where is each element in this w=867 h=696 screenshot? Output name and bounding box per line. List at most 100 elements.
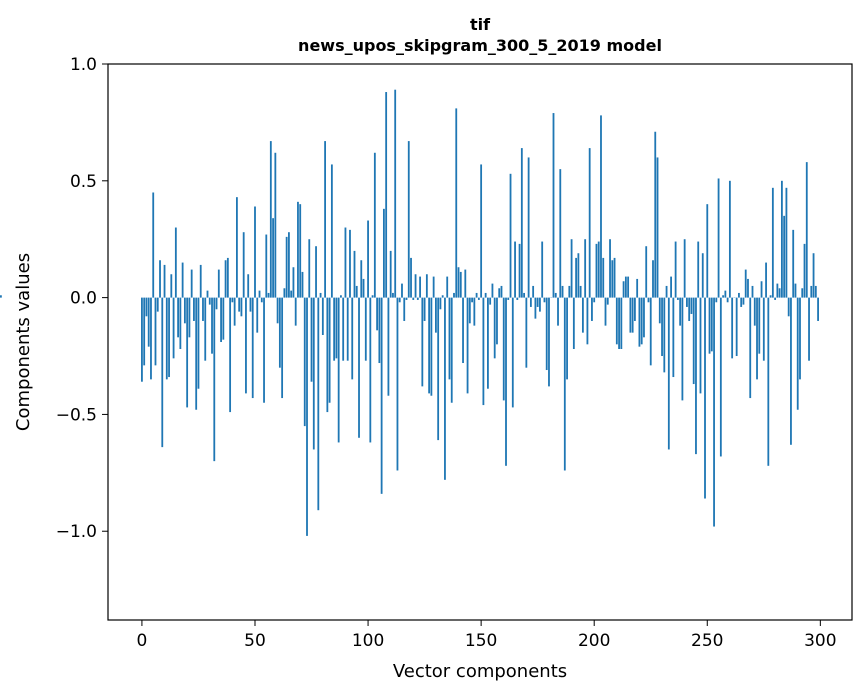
bar: [471, 297, 473, 303]
bar: [405, 297, 408, 300]
bar: [577, 253, 580, 298]
bar: [333, 297, 336, 361]
bar: [783, 215, 786, 298]
bar: [398, 297, 401, 303]
bar: [695, 297, 697, 455]
bar: [658, 297, 661, 324]
bar: [213, 297, 216, 462]
bar: [373, 152, 376, 298]
bar: [385, 92, 388, 298]
bar: [581, 297, 584, 333]
bar: [346, 297, 349, 361]
bar: [514, 241, 516, 298]
x-tick-label: 200: [578, 631, 610, 651]
bar: [572, 297, 575, 349]
bar: [428, 297, 431, 394]
bar: [312, 297, 315, 450]
bar: [704, 297, 706, 499]
bar: [722, 295, 725, 298]
bar: [618, 297, 620, 349]
bar: [505, 297, 507, 466]
bar: [202, 297, 204, 321]
bar: [706, 204, 709, 298]
bar: [742, 297, 745, 305]
bar: [141, 297, 143, 382]
bar: [480, 164, 483, 298]
bar: [491, 283, 494, 298]
bar: [529, 297, 532, 307]
bar: [371, 295, 374, 298]
bar: [267, 292, 270, 298]
bar: [394, 89, 397, 298]
bar: [609, 239, 611, 298]
bar: [249, 297, 252, 312]
bar: [152, 192, 155, 298]
bar: [256, 297, 259, 333]
bar: [392, 292, 394, 298]
bar: [615, 297, 618, 345]
bar: [457, 267, 460, 298]
bar: [624, 276, 627, 298]
bar: [254, 206, 256, 298]
bar: [285, 236, 288, 298]
bar: [534, 297, 537, 319]
bar: [686, 297, 688, 307]
bar: [500, 285, 503, 298]
bar: [378, 297, 381, 364]
bar: [222, 297, 225, 340]
bar: [769, 295, 772, 298]
bar: [292, 267, 295, 298]
bar: [154, 297, 157, 366]
bar: [670, 276, 672, 298]
bar: [715, 297, 718, 303]
bars-group: [0, 89, 819, 536]
bar: [536, 297, 539, 307]
bar: [344, 227, 347, 298]
bar: [597, 241, 600, 298]
plot-frame: [107, 63, 853, 621]
bar: [543, 297, 546, 303]
bar: [389, 250, 392, 298]
bar: [272, 218, 274, 298]
bar: [303, 297, 306, 427]
bar: [561, 285, 564, 298]
y-axis: −1.0 −0.5 0.0 0.5 1.0: [56, 55, 108, 542]
bar: [437, 297, 440, 441]
bar: [498, 288, 501, 298]
bar: [247, 274, 250, 298]
bar: [600, 115, 602, 298]
bar: [226, 257, 229, 298]
bar: [421, 297, 424, 387]
bar: [765, 262, 767, 298]
bar: [631, 297, 634, 333]
bar: [475, 292, 478, 298]
bar: [588, 148, 591, 298]
bar: [620, 297, 623, 349]
bar: [554, 292, 557, 298]
bar: [321, 297, 324, 335]
bar: [810, 285, 813, 298]
bar: [355, 285, 358, 298]
bar: [647, 297, 650, 303]
bar: [199, 264, 202, 298]
bar: [240, 297, 243, 317]
bar: [459, 271, 462, 298]
bar: [681, 297, 684, 401]
bar: [661, 297, 663, 357]
bar: [679, 297, 682, 326]
bar: [278, 297, 281, 368]
x-tick-label: 50: [244, 631, 266, 651]
bar: [744, 269, 747, 298]
bar: [717, 178, 720, 298]
x-tick-label: 150: [465, 631, 497, 651]
bar: [290, 290, 293, 298]
bar: [326, 297, 329, 413]
bar: [796, 297, 799, 410]
bar: [584, 239, 587, 298]
bar: [629, 297, 632, 333]
bar: [414, 274, 417, 298]
bar: [692, 297, 695, 385]
bar: [593, 297, 596, 303]
bar: [147, 297, 150, 347]
bar: [676, 297, 679, 300]
